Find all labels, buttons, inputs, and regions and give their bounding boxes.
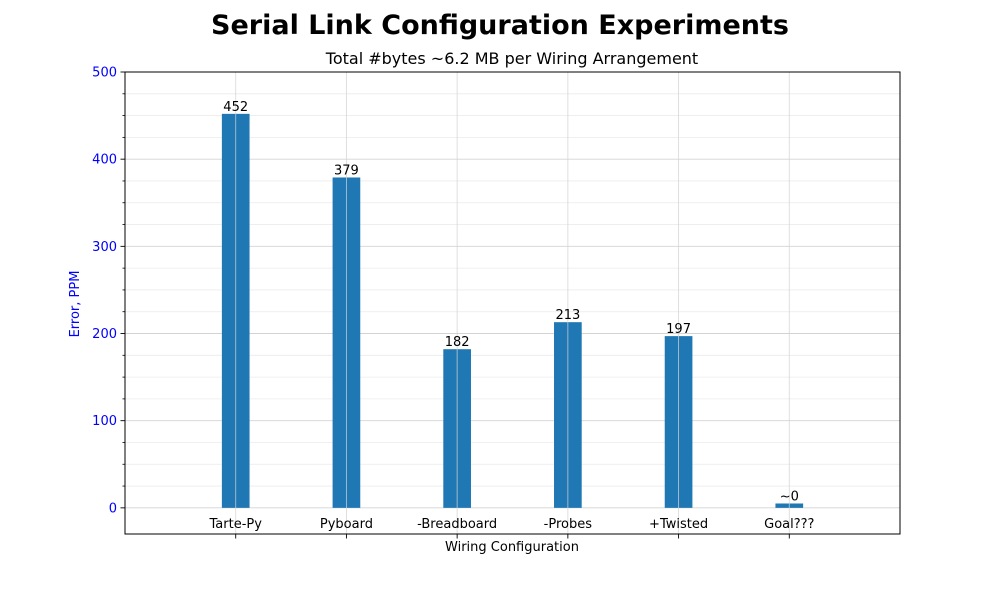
bar-value-label: 182 bbox=[445, 335, 470, 350]
axes bbox=[124, 71, 901, 535]
bar-value-label: 197 bbox=[666, 322, 691, 337]
x-grid bbox=[235, 72, 790, 534]
y-tick-label: 400 bbox=[92, 153, 117, 168]
x-tick-label: +Twisted bbox=[649, 517, 708, 532]
bar-value-label: 452 bbox=[223, 100, 248, 115]
x-ticks: Tarte-Py Pyboard -Breadboard -Probes +Twiste… bbox=[209, 517, 814, 539]
y-tick-label: 500 bbox=[92, 66, 117, 81]
bar-labels: 452 379 182 213 197 ~0 bbox=[223, 100, 799, 505]
y-tick-label: 200 bbox=[92, 327, 117, 342]
y-ticks: 0 100 200 300 400 500 bbox=[92, 66, 125, 516]
bar-value-label: 213 bbox=[555, 308, 580, 323]
x-tick-label: -Breadboard bbox=[417, 517, 497, 532]
x-axis-label: Wiring Configuration bbox=[445, 540, 579, 555]
x-tick-label: Goal??? bbox=[764, 517, 814, 532]
y-axis-label: Error, PPM bbox=[68, 271, 83, 338]
chart-subtitle: Total #bytes ~6.2 MB per Wiring Arrangem… bbox=[325, 49, 698, 68]
x-tick-label: Tarte-Py bbox=[209, 517, 263, 532]
bar-value-label: 379 bbox=[334, 163, 359, 178]
y-tick-label: 0 bbox=[109, 501, 117, 516]
bar-value-label: ~0 bbox=[780, 489, 799, 504]
bars bbox=[221, 113, 804, 508]
x-tick-label: -Probes bbox=[544, 517, 593, 532]
axes-frame bbox=[124, 71, 901, 535]
x-tick-label: Pyboard bbox=[320, 517, 373, 532]
minor-grid bbox=[125, 93, 900, 487]
y-tick-label: 300 bbox=[92, 240, 117, 255]
y-tick-label: 100 bbox=[92, 414, 117, 429]
chart-title: Serial Link Configuration Experiments bbox=[211, 10, 789, 41]
